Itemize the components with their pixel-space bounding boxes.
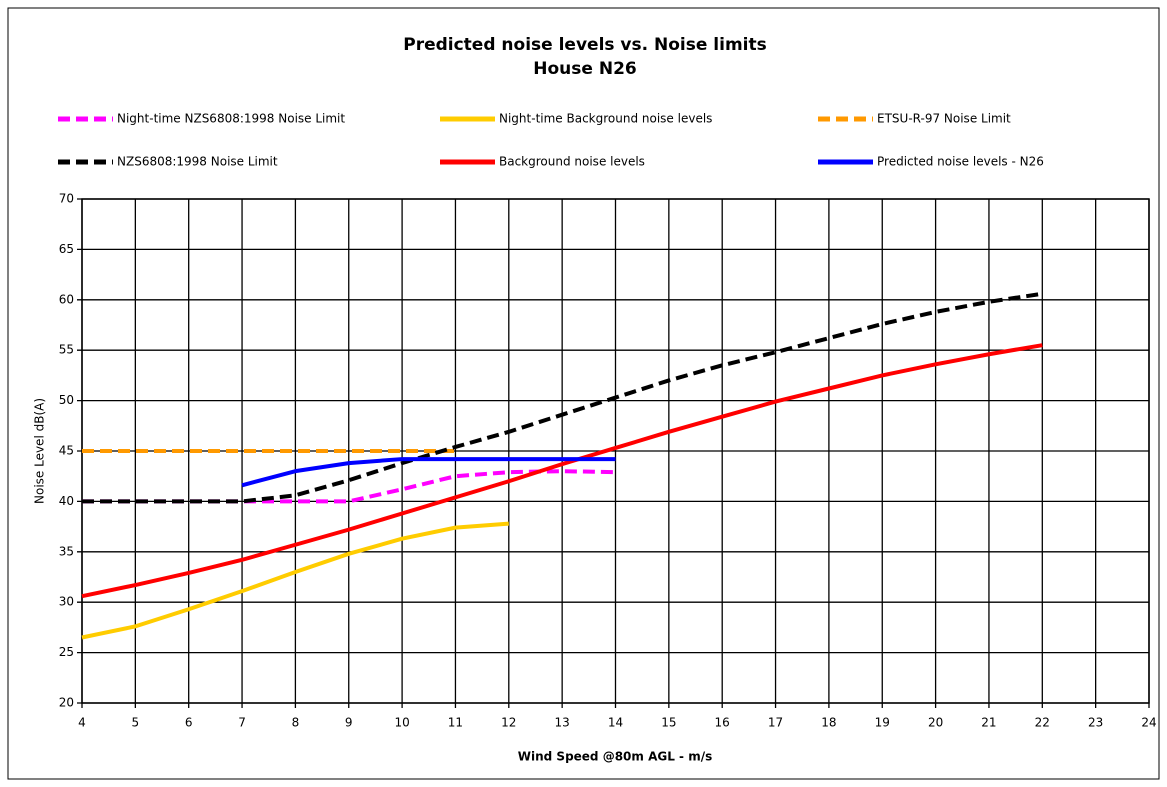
y-tick-label: 65: [59, 242, 74, 256]
x-tick-label: 7: [238, 716, 246, 730]
series-line: [82, 291, 1043, 504]
x-tick-label: 9: [345, 716, 353, 730]
x-tick-label: 20: [928, 716, 943, 730]
x-tick-label: 23: [1088, 716, 1103, 730]
y-tick-label: 60: [59, 292, 74, 306]
legend-label: Predicted noise levels - N26: [877, 155, 1044, 169]
legend-label: Background noise levels: [499, 155, 645, 169]
series-line: [81, 343, 1043, 599]
y-tick-label: 45: [59, 444, 74, 458]
x-tick-label: 15: [661, 716, 676, 730]
x-tick-label: 17: [768, 716, 783, 730]
x-tick-label: 13: [555, 716, 570, 730]
x-tick-label: 5: [132, 716, 140, 730]
series-line: [81, 521, 509, 640]
x-tick-label: 21: [981, 716, 996, 730]
y-tick-label: 50: [59, 393, 74, 407]
y-tick-label: 35: [59, 544, 74, 558]
x-tick-label: 14: [608, 716, 623, 730]
x-tick-label: 4: [78, 716, 86, 730]
y-tick-label: 40: [59, 494, 74, 508]
y-tick-label: 25: [59, 645, 74, 659]
x-tick-label: 11: [448, 716, 463, 730]
x-tick-label: 16: [715, 716, 730, 730]
x-tick-label: 18: [821, 716, 836, 730]
x-axis-label: Wind Speed @80m AGL - m/s: [518, 750, 712, 764]
y-tick-label: 70: [59, 192, 74, 206]
x-tick-label: 19: [875, 716, 890, 730]
chart-title: Predicted noise levels vs. Noise limits: [403, 35, 767, 55]
legend-label: Night-time Background noise levels: [499, 112, 712, 126]
y-tick-label: 20: [59, 696, 74, 710]
x-tick-label: 22: [1035, 716, 1050, 730]
y-tick-label: 55: [59, 343, 74, 357]
legend-label: Night-time NZS6808:1998 Noise Limit: [117, 112, 345, 126]
legend-label: ETSU-R-97 Noise Limit: [877, 112, 1011, 126]
x-tick-label: 6: [185, 716, 193, 730]
y-tick-label: 30: [59, 595, 74, 609]
x-tick-label: 8: [292, 716, 300, 730]
x-tick-label: 24: [1141, 716, 1156, 730]
x-tick-label: 10: [394, 716, 409, 730]
series-line: [241, 457, 616, 488]
y-axis-label: Noise Level dB(A): [33, 398, 47, 504]
chart-subtitle: House N26: [533, 59, 636, 79]
x-tick-label: 12: [501, 716, 516, 730]
legend-label: NZS6808:1998 Noise Limit: [117, 155, 278, 169]
